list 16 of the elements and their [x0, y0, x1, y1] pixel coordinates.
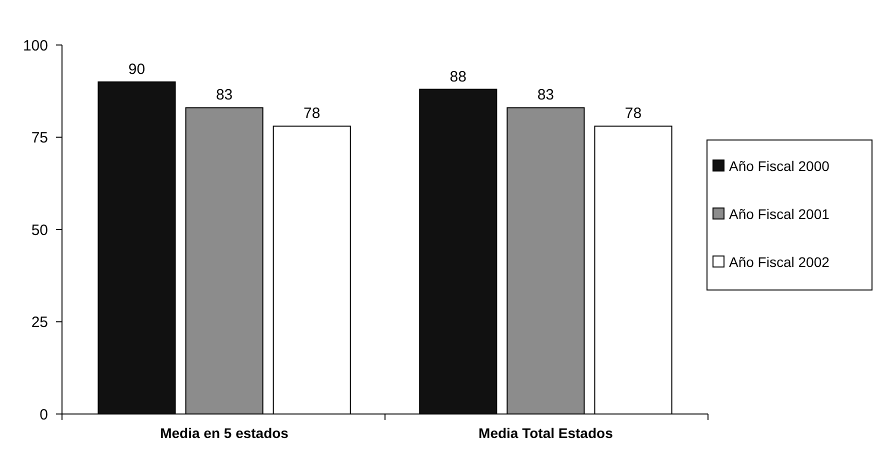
legend-label: Año Fiscal 2000: [729, 158, 830, 174]
x-tick-label: Media en 5 estados: [160, 425, 289, 441]
data-label: 78: [624, 105, 642, 122]
y-tick-label: 0: [40, 406, 48, 424]
data-label: 90: [128, 60, 146, 78]
legend-label: Año Fiscal 2002: [729, 254, 830, 270]
data-label: 88: [450, 68, 466, 86]
data-label: 83: [216, 86, 233, 104]
y-tick-label: 25: [31, 314, 48, 331]
data-label: 78: [304, 105, 320, 122]
data-label: 83: [537, 86, 554, 104]
x-tick-label: Media Total Estados: [478, 425, 614, 441]
y-tick-label: 100: [22, 37, 48, 54]
y-tick-label: 75: [31, 130, 48, 146]
legend-label: Año Fiscal 2001: [729, 206, 830, 222]
y-tick-label: 50: [31, 222, 48, 239]
